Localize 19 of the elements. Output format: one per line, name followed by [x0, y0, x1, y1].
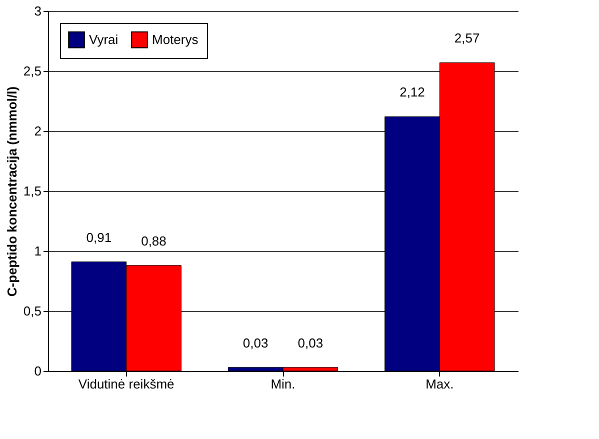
x-tick-label: Vidutinė reikšmė	[78, 376, 174, 392]
data-label: 0,03	[298, 335, 324, 350]
y-tick-label: 0,5	[23, 304, 42, 318]
y-tick-label: 1	[34, 244, 42, 258]
y-tick-label: 1,5	[23, 184, 42, 198]
x-tick-label: Min.	[270, 376, 296, 392]
legend-label: Moterys	[152, 32, 199, 47]
data-label: 0,88	[141, 233, 166, 248]
data-label: 0,91	[86, 230, 112, 245]
y-tick-label: 0	[34, 364, 42, 378]
y-tick-label: 2	[34, 124, 42, 138]
y-tick-label: 3	[34, 4, 42, 18]
y-axis-title: C-peptido koncentracija (nmmol/l)	[4, 86, 20, 297]
legend-label: Vyrai	[89, 32, 118, 47]
y-tick-label: 2,5	[23, 64, 42, 78]
data-label: 2,12	[400, 84, 425, 100]
data-label: 2,57	[454, 30, 480, 46]
data-label: 0,03	[242, 335, 268, 350]
x-tick-label: Max.	[426, 376, 454, 392]
